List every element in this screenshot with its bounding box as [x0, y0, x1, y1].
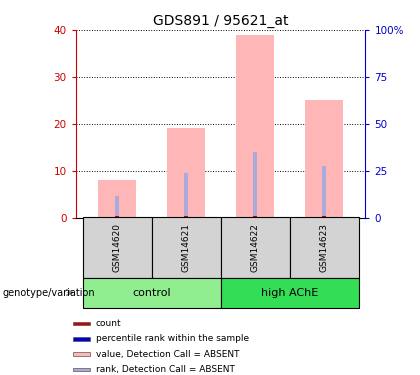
- Bar: [253, 152, 257, 217]
- Bar: [73, 337, 89, 340]
- Bar: [82, 217, 152, 278]
- Bar: [73, 368, 89, 371]
- Bar: [98, 180, 136, 218]
- Text: GSM14623: GSM14623: [320, 223, 328, 272]
- Bar: [115, 216, 119, 217]
- Bar: [167, 128, 205, 217]
- Title: GDS891 / 95621_at: GDS891 / 95621_at: [153, 13, 288, 28]
- Text: GSM14622: GSM14622: [250, 223, 260, 272]
- Bar: [82, 278, 220, 308]
- Bar: [152, 217, 220, 278]
- Bar: [236, 35, 274, 218]
- Bar: [184, 216, 188, 217]
- Bar: [220, 278, 359, 308]
- Text: rank, Detection Call = ABSENT: rank, Detection Call = ABSENT: [95, 365, 234, 374]
- Text: genotype/variation: genotype/variation: [2, 288, 95, 297]
- Text: GSM14621: GSM14621: [181, 223, 191, 272]
- Text: control: control: [132, 288, 171, 297]
- Bar: [220, 217, 289, 278]
- Bar: [305, 100, 343, 218]
- Bar: [73, 322, 89, 325]
- Text: count: count: [95, 319, 121, 328]
- Bar: [289, 217, 359, 278]
- Text: value, Detection Call = ABSENT: value, Detection Call = ABSENT: [95, 350, 239, 358]
- Text: percentile rank within the sample: percentile rank within the sample: [95, 334, 249, 344]
- Bar: [115, 196, 119, 217]
- Text: high AChE: high AChE: [261, 288, 318, 297]
- Bar: [73, 352, 89, 356]
- Bar: [322, 216, 326, 217]
- Bar: [184, 173, 188, 217]
- Text: GSM14620: GSM14620: [113, 223, 121, 272]
- Bar: [322, 166, 326, 218]
- Bar: [253, 216, 257, 217]
